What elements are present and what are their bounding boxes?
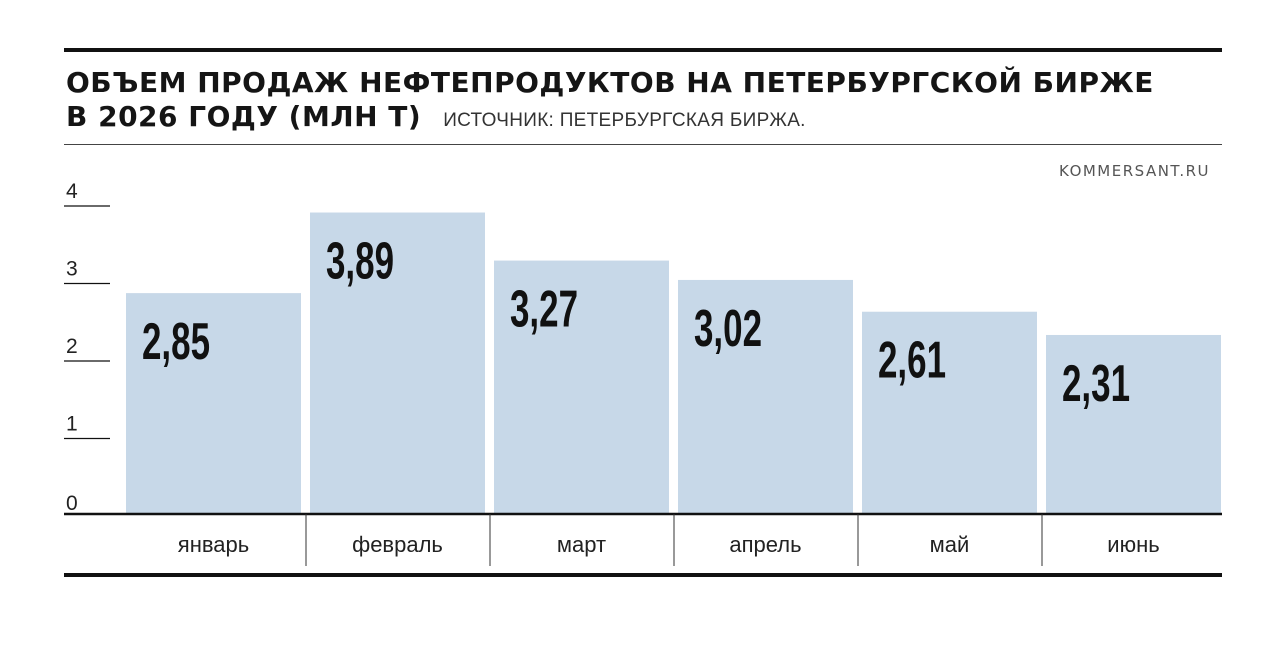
credit-label: KOMMERSANT.RU	[1059, 162, 1210, 180]
bar	[310, 212, 485, 514]
x-tick-label: март	[557, 532, 606, 557]
bar	[494, 260, 669, 514]
bar-value-label: 3,02	[694, 300, 762, 358]
x-tick-label: май	[930, 532, 970, 557]
y-tick-label: 3	[66, 258, 78, 281]
title-line-2-text: В 2026 ГОДУ (МЛН Т)	[66, 100, 422, 133]
bar	[862, 311, 1037, 514]
title-line-2: В 2026 ГОДУ (МЛН Т) ИСТОЧНИК: ПЕТЕРБУРГСК…	[66, 100, 1154, 138]
bar	[126, 293, 301, 514]
bar-value-label: 2,61	[878, 332, 946, 390]
title-line-1: ОБЪЕМ ПРОДАЖ НЕФТЕПРОДУКТОВ НА ПЕТЕРБУРГ…	[66, 66, 1154, 99]
bar-value-label: 3,89	[326, 233, 394, 291]
chart-title: ОБЪЕМ ПРОДАЖ НЕФТЕПРОДУКТОВ НА ПЕТЕРБУРГ…	[66, 66, 1154, 138]
top-rule	[64, 48, 1222, 52]
bar	[678, 279, 853, 514]
header-divider	[64, 144, 1222, 145]
x-tick-label: февраль	[352, 532, 443, 557]
bar	[1046, 334, 1221, 514]
x-tick-label: июнь	[1107, 532, 1159, 557]
bar-value-label: 2,85	[142, 313, 210, 371]
y-tick-label: 2	[66, 335, 78, 358]
x-tick-label: апрель	[729, 532, 801, 557]
y-tick-label: 0	[66, 492, 78, 515]
bar-value-label: 2,31	[1062, 355, 1130, 413]
x-tick-label: январь	[178, 532, 249, 557]
source-note: ИСТОЧНИК: ПЕТЕРБУРГСКАЯ БИРЖА.	[443, 110, 806, 131]
y-tick-label: 4	[66, 180, 78, 203]
bottom-rule	[64, 573, 1222, 577]
y-tick-label: 1	[66, 413, 78, 436]
bar-value-label: 3,27	[510, 281, 578, 339]
